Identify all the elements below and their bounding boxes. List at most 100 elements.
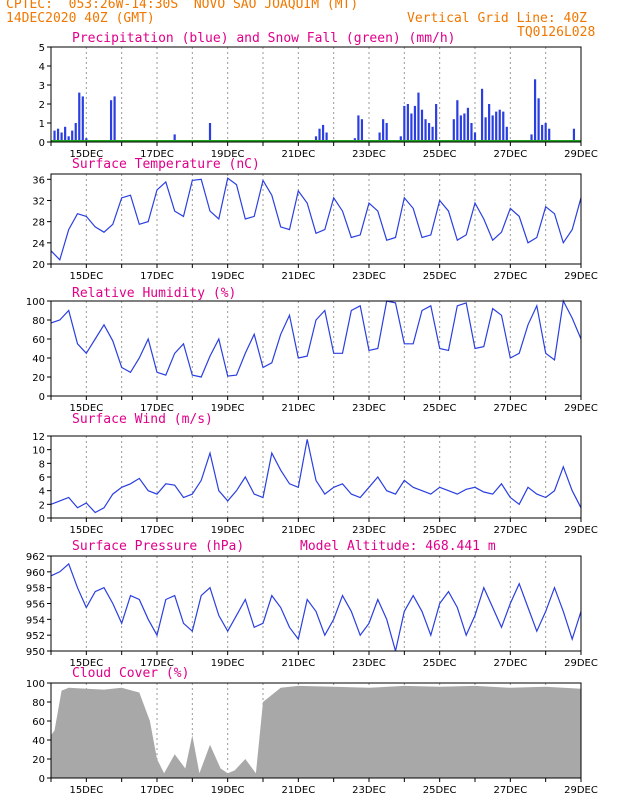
x-tick-label: 17DEC: [140, 658, 174, 669]
precip-bar: [459, 115, 462, 142]
x-tick-label: 15DEC: [69, 149, 103, 160]
y-tick-label: 958: [26, 584, 45, 595]
x-tick-label: 21DEC: [281, 149, 315, 160]
precip-bar: [431, 126, 434, 142]
precip-bar: [498, 109, 501, 142]
y-tick-label: 4: [39, 62, 45, 73]
precip-bar: [109, 100, 113, 142]
plot-frame: [50, 555, 582, 652]
precip-bar: [314, 136, 318, 142]
precip-bar: [435, 104, 438, 142]
header-model: TQ0126L028: [517, 25, 596, 40]
precip-bar: [360, 119, 364, 142]
y-tick-label: 80: [32, 698, 45, 709]
x-tick-label: 15DEC: [69, 658, 103, 669]
panel-0: Precipitation (blue) and Snow Fall (gree…: [39, 31, 598, 160]
precip-bar: [208, 123, 212, 142]
x-tick-label: 27DEC: [493, 403, 527, 414]
precip-bar: [502, 111, 505, 142]
precip-bar: [406, 104, 409, 142]
x-tick-label: 19DEC: [211, 525, 245, 536]
y-tick-label: 100: [26, 297, 45, 308]
panel-title: Cloud Cover (%): [72, 666, 189, 681]
x-tick-label: 29DEC: [564, 403, 598, 414]
precip-bar: [417, 92, 420, 142]
y-tick-label: 28: [32, 218, 45, 229]
header-date: 14DEC2020 40Z (GMT): [6, 11, 155, 26]
x-tick-label: 21DEC: [281, 271, 315, 282]
plot-frame: [50, 173, 582, 265]
precip-bar: [413, 105, 417, 142]
x-tick-label: 17DEC: [140, 149, 174, 160]
precip-bar: [495, 111, 498, 142]
panel-title: Surface Wind (m/s): [72, 412, 213, 427]
x-tick-label: 19DEC: [211, 403, 245, 414]
x-tick-label: 19DEC: [211, 785, 245, 796]
precip-bar: [71, 130, 74, 142]
x-tick-label: 23DEC: [352, 149, 386, 160]
precip-bar: [473, 132, 477, 142]
precip-bar: [530, 134, 533, 142]
x-tick-label: 29DEC: [564, 149, 598, 160]
x-tick-label: 23DEC: [352, 785, 386, 796]
x-tick-label: 27DEC: [493, 658, 527, 669]
precip-bar: [64, 126, 67, 142]
precip-bar: [548, 128, 551, 142]
precip-bar: [113, 96, 116, 142]
y-tick-label: 0: [39, 774, 45, 785]
x-tick-label: 19DEC: [211, 271, 245, 282]
y-tick-label: 6: [39, 473, 45, 484]
precip-bar: [385, 123, 388, 142]
x-tick-label: 19DEC: [211, 658, 245, 669]
precip-bar: [74, 123, 77, 142]
y-tick-label: 24: [32, 239, 45, 250]
x-tick-label: 17DEC: [140, 525, 174, 536]
x-tick-label: 19DEC: [211, 149, 245, 160]
precip-bar: [321, 124, 325, 142]
plot-frame: [50, 682, 582, 779]
precip-bar: [470, 123, 473, 142]
precip-bar: [424, 119, 427, 142]
series-line: [50, 299, 582, 378]
x-tick-label: 27DEC: [493, 149, 527, 160]
precip-bar: [420, 109, 424, 142]
panel-title: Precipitation (blue) and Snow Fall (gree…: [72, 31, 456, 46]
panel-annotation: Model Altitude: 468.441 m: [300, 539, 496, 554]
series-line: [50, 562, 582, 652]
x-tick-label: 17DEC: [140, 271, 174, 282]
precip-bar: [456, 100, 459, 142]
precip-bar: [463, 113, 466, 142]
cloud-area: [51, 685, 581, 778]
x-tick-label: 29DEC: [564, 525, 598, 536]
x-tick-label: 17DEC: [140, 785, 174, 796]
y-tick-label: 36: [32, 175, 45, 186]
x-tick-label: 23DEC: [352, 403, 386, 414]
y-tick-label: 0: [39, 392, 45, 403]
x-tick-label: 29DEC: [564, 271, 598, 282]
precip-bar: [56, 128, 60, 142]
precip-bar: [399, 136, 402, 142]
precip-bar: [491, 115, 494, 142]
x-tick-label: 25DEC: [423, 785, 457, 796]
x-tick-label: 25DEC: [423, 525, 457, 536]
x-tick-label: 23DEC: [352, 525, 386, 536]
y-tick-label: 954: [26, 615, 45, 626]
y-tick-label: 20: [32, 373, 45, 384]
x-tick-label: 21DEC: [281, 403, 315, 414]
plot-frame: [50, 300, 582, 397]
y-tick-label: 4: [39, 487, 45, 498]
precip-bar: [173, 134, 176, 142]
y-tick-label: 40: [32, 354, 45, 365]
x-tick-label: 27DEC: [493, 785, 527, 796]
y-tick-label: 60: [32, 335, 45, 346]
precip-bar: [81, 96, 84, 142]
y-tick-label: 3: [39, 81, 45, 92]
x-tick-label: 25DEC: [423, 658, 457, 669]
panel-3: Surface Wind (m/s) 0 2 4 6 8 10 12 15DEC 17DEC 19D…: [32, 412, 598, 536]
y-tick-label: 20: [32, 260, 45, 271]
x-tick-label: 25DEC: [423, 149, 457, 160]
precip-bar: [533, 79, 537, 142]
x-tick-label: 27DEC: [493, 525, 527, 536]
precip-bar: [378, 132, 381, 142]
